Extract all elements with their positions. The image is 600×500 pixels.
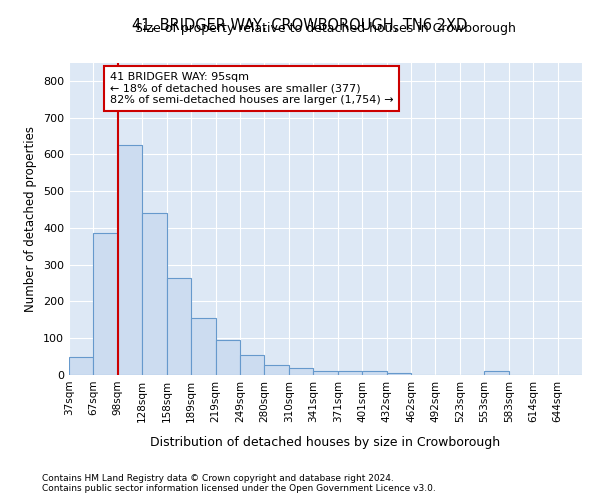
Title: Size of property relative to detached houses in Crowborough: Size of property relative to detached ho… — [135, 22, 516, 35]
Bar — [240, 355, 265, 375]
Text: 41 BRIDGER WAY: 95sqm
← 18% of detached houses are smaller (377)
82% of semi-det: 41 BRIDGER WAY: 95sqm ← 18% of detached … — [110, 72, 394, 105]
Bar — [338, 370, 362, 375]
X-axis label: Distribution of detached houses by size in Crowborough: Distribution of detached houses by size … — [151, 436, 500, 449]
Text: Contains public sector information licensed under the Open Government Licence v3: Contains public sector information licen… — [42, 484, 436, 493]
Bar — [265, 364, 289, 375]
Bar — [191, 318, 215, 375]
Bar — [94, 234, 118, 375]
Bar — [167, 278, 191, 375]
Bar — [69, 356, 94, 375]
Bar — [386, 373, 411, 375]
Bar — [215, 340, 240, 375]
Text: 41, BRIDGER WAY, CROWBOROUGH, TN6 2XD: 41, BRIDGER WAY, CROWBOROUGH, TN6 2XD — [133, 18, 467, 32]
Bar — [313, 372, 338, 375]
Text: Contains HM Land Registry data © Crown copyright and database right 2024.: Contains HM Land Registry data © Crown c… — [42, 474, 394, 483]
Bar — [142, 213, 167, 375]
Bar — [484, 372, 509, 375]
Bar — [118, 145, 142, 375]
Bar — [289, 368, 313, 375]
Bar — [362, 372, 386, 375]
Y-axis label: Number of detached properties: Number of detached properties — [25, 126, 37, 312]
